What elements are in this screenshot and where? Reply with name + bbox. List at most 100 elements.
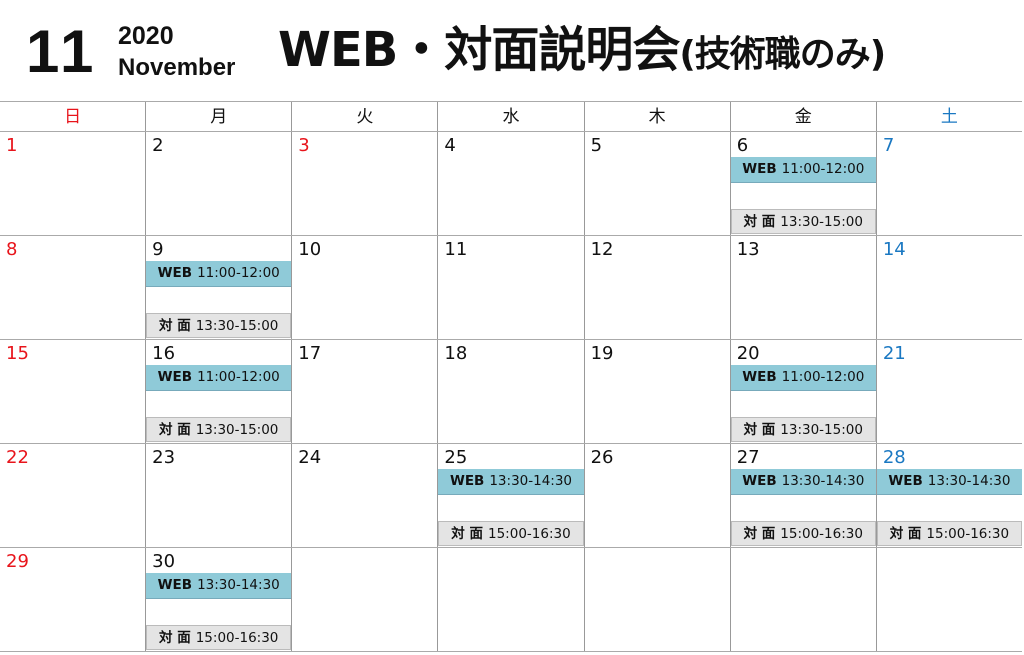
day-number: 24: [298, 447, 322, 468]
day-cell[interactable]: 3: [291, 132, 437, 235]
day-number: 13: [736, 239, 760, 260]
in-person-session-bar[interactable]: 対 面 13:30-15:00: [146, 313, 292, 338]
day-cell[interactable]: [437, 548, 583, 651]
session-time: 13:30-14:30: [197, 577, 280, 593]
weekday-header: 日 月火水木金土: [0, 101, 1022, 132]
web-session-bar[interactable]: WEB 13:30-14:30: [876, 469, 1022, 495]
day-cell[interactable]: 8: [0, 236, 145, 339]
month-number: 11: [26, 18, 98, 85]
day-cell[interactable]: 23: [145, 444, 291, 547]
day-number: 7: [882, 135, 895, 156]
session-type: 対 面: [159, 422, 191, 438]
in-person-session-bar[interactable]: 対 面 15:00-16:30: [730, 521, 876, 546]
day-cell[interactable]: [291, 548, 437, 651]
session-type: 対 面: [743, 422, 776, 438]
day-number: 29: [6, 551, 29, 572]
day-number: 26: [590, 447, 614, 468]
day-cell[interactable]: 30 WEB 13:30-14:30 対 面 15:00-16:30: [145, 548, 292, 651]
day-number: 27: [736, 447, 760, 468]
day-cell[interactable]: 7: [875, 132, 1022, 235]
day-cell[interactable]: 4: [437, 132, 583, 235]
week-row: 15 16 WEB 11:00-12:00 対 面 13:30-15:00 17 18 19 20…: [0, 340, 1022, 444]
day-cell[interactable]: 6 WEB 11:00-12:00 対 面 13:30-15:00: [729, 132, 876, 235]
day-cell[interactable]: 1: [0, 132, 145, 235]
web-session-bar[interactable]: WEB 13:30-14:30: [730, 469, 876, 495]
web-session-bar[interactable]: WEB 13:30-14:30: [438, 469, 584, 495]
day-number: 3: [298, 135, 310, 156]
day-cell[interactable]: 29: [0, 548, 145, 651]
day-cell[interactable]: 28 WEB 13:30-14:30 対 面 15:00-16:30: [875, 444, 1022, 547]
in-person-session-bar[interactable]: 対 面 15:00-16:30: [876, 521, 1022, 546]
in-person-session-bar[interactable]: 対 面 15:00-16:30: [438, 521, 584, 546]
web-session-bar[interactable]: WEB 11:00-12:00: [730, 157, 876, 183]
session-time: 13:30-15:00: [780, 422, 863, 438]
session-type: 対 面: [743, 214, 776, 230]
day-cell[interactable]: 16 WEB 11:00-12:00 対 面 13:30-15:00: [145, 340, 292, 443]
day-cell[interactable]: 14: [875, 236, 1022, 339]
day-cell[interactable]: 10: [291, 236, 437, 339]
in-person-session-bar[interactable]: 対 面 13:30-15:00: [730, 209, 876, 234]
day-cell[interactable]: 25 WEB 13:30-14:30 対 面 15:00-16:30: [437, 444, 584, 547]
day-cell[interactable]: 15: [0, 340, 145, 443]
web-session-bar[interactable]: WEB 11:00-12:00: [730, 365, 876, 391]
day-cell[interactable]: [729, 548, 876, 651]
day-cell[interactable]: 21: [875, 340, 1022, 443]
session-time: 15:00-16:30: [926, 526, 1010, 542]
session-type: 対 面: [889, 526, 922, 542]
day-cell[interactable]: 26: [583, 444, 730, 547]
session-type: 対 面: [159, 318, 191, 334]
in-person-session-bar[interactable]: 対 面 13:30-15:00: [146, 417, 292, 442]
day-cell[interactable]: 2: [145, 132, 291, 235]
day-cell[interactable]: 13: [729, 236, 876, 339]
year: 2020: [118, 22, 174, 50]
web-session-bar[interactable]: WEB 13:30-14:30: [146, 573, 292, 599]
day-cell[interactable]: 27 WEB 13:30-14:30 対 面 15:00-16:30: [729, 444, 876, 547]
day-cell[interactable]: 17: [291, 340, 437, 443]
weekday-6: 土: [875, 102, 1022, 131]
in-person-session-bar[interactable]: 対 面 15:00-16:30: [146, 625, 292, 650]
day-number: 30: [152, 551, 176, 572]
session-type: WEB: [157, 369, 193, 385]
session-time: 13:30-15:00: [195, 422, 279, 438]
session-time: 11:00-12:00: [197, 265, 280, 281]
day-cell[interactable]: 9 WEB 11:00-12:00 対 面 13:30-15:00: [145, 236, 292, 339]
session-type: 対 面: [159, 630, 191, 646]
session-type: WEB: [742, 473, 777, 489]
day-cell[interactable]: [583, 548, 730, 651]
day-cell[interactable]: 22: [0, 444, 145, 547]
day-number: 14: [882, 239, 906, 260]
day-number: 5: [590, 135, 603, 156]
session-type: WEB: [449, 473, 485, 489]
day-number: 16: [152, 343, 176, 364]
day-cell[interactable]: 11: [437, 236, 583, 339]
day-cell[interactable]: 12: [583, 236, 730, 339]
web-session-bar[interactable]: WEB 11:00-12:00: [146, 261, 292, 287]
page-title: WEB・対面説明会(技術職のみ): [278, 20, 886, 85]
day-number: 25: [444, 447, 468, 468]
weekday-0: 日: [64, 107, 82, 127]
day-number: 23: [152, 447, 176, 468]
day-cell[interactable]: 24: [291, 444, 437, 547]
week-row: 22 23 24 25 WEB 13:30-14:30 対 面 15:00-16:30 26 27…: [0, 444, 1022, 548]
day-number: 18: [444, 343, 468, 364]
week-row: 8 9 WEB 11:00-12:00 対 面 13:30-15:00 10 11 12 13 14: [0, 236, 1022, 340]
session-type: WEB: [157, 265, 193, 281]
day-number: 9: [152, 239, 164, 260]
web-session-bar[interactable]: WEB 11:00-12:00: [146, 365, 292, 391]
session-time: 15:00-16:30: [780, 526, 863, 542]
session-time: 15:00-16:30: [195, 630, 279, 646]
day-cell[interactable]: 18: [437, 340, 583, 443]
day-cell[interactable]: 20 WEB 11:00-12:00 対 面 13:30-15:00: [729, 340, 876, 443]
day-cell[interactable]: [875, 548, 1022, 651]
day-number: 12: [590, 239, 614, 260]
day-number: 2: [152, 135, 164, 156]
session-time: 13:30-14:30: [927, 473, 1011, 489]
day-number: 6: [736, 135, 749, 156]
weekday-4: 木: [583, 102, 730, 131]
session-type: WEB: [888, 473, 923, 489]
day-cell[interactable]: 5: [583, 132, 730, 235]
title-main: WEB・対面説明会: [278, 22, 680, 78]
in-person-session-bar[interactable]: 対 面 13:30-15:00: [730, 417, 876, 442]
day-cell[interactable]: 19: [583, 340, 730, 443]
week-row: 1 2 3 4 5 6 WEB 11:00-12:00 対 面 13:30-15:00 7: [0, 132, 1022, 236]
